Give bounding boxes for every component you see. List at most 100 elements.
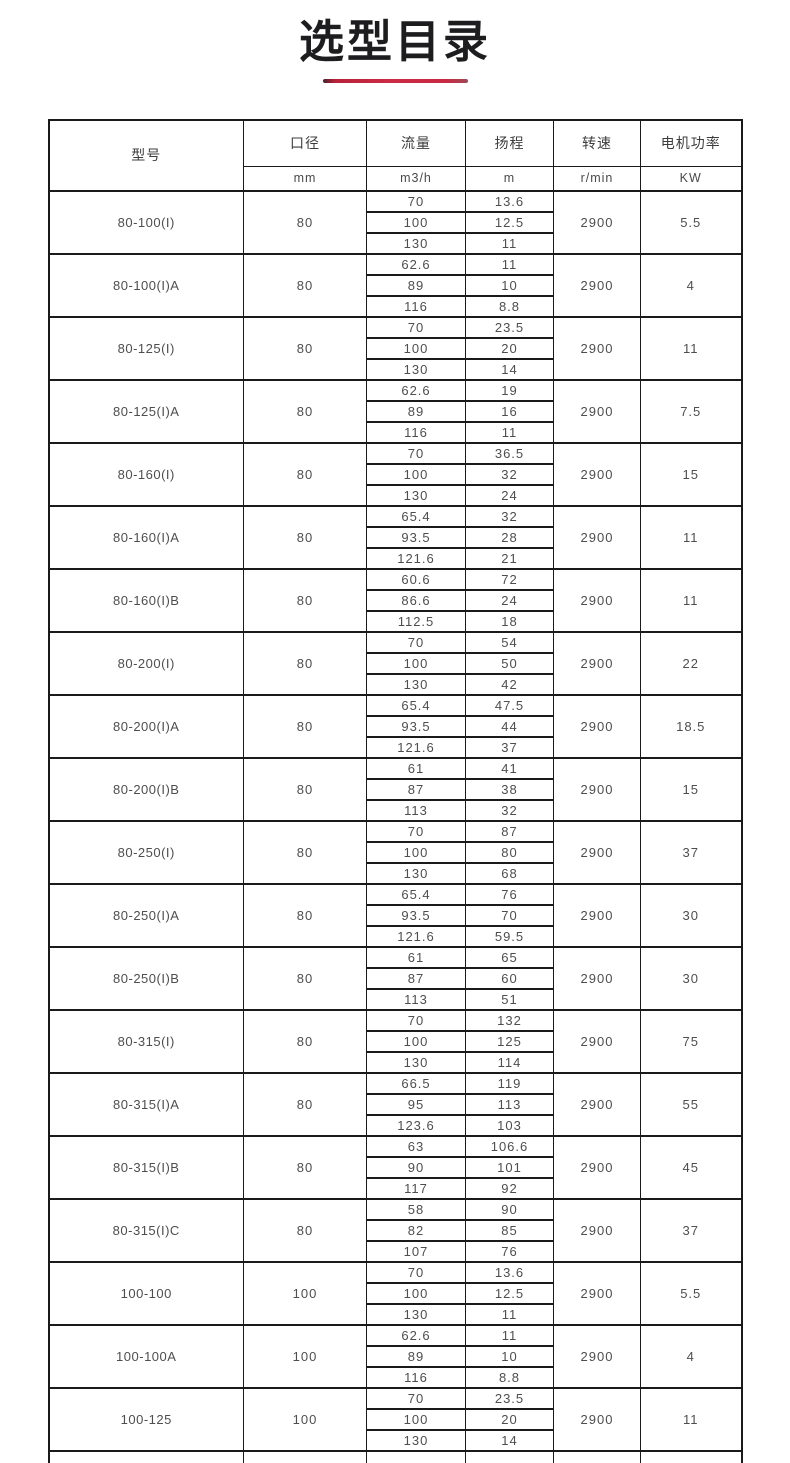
head-cell: 19 <box>465 378 554 402</box>
head-cell: 47.5 <box>465 693 554 717</box>
head-cell: 8.8 <box>465 1366 554 1389</box>
head-cell: 70 <box>465 904 554 927</box>
speed-cell: 2900 <box>553 252 641 318</box>
table-subrow: 130 11 <box>49 232 742 255</box>
flow-cell: 62.6 <box>366 1323 466 1347</box>
flow-cell: 100 <box>366 337 466 360</box>
table-row: 100-100A 100 62.6 11 2900 4 <box>48 1323 742 1389</box>
head-cell: 72 <box>465 567 554 591</box>
table-row: 80-160(I)B 80 60.6 72 2900 11 <box>48 567 742 633</box>
head-cell: 11 <box>465 252 554 276</box>
table-subrow: 130 114 <box>49 1051 742 1074</box>
flow-cell: 70 <box>366 630 466 654</box>
table-row: 80-160(I) 80 70 36.5 2900 15 <box>48 441 742 507</box>
diameter-cell: 80 <box>243 1197 367 1263</box>
table-subrow: 100 50 <box>49 652 742 675</box>
table-row: 80-315(I)B 80 63 106.6 2900 45 <box>48 1134 742 1200</box>
head-cell: 28 <box>465 526 554 549</box>
flow-cell: 70 <box>366 819 466 843</box>
table-row: 80-250(I) 80 70 87 2900 37 <box>48 819 742 885</box>
flow-cell: 123.6 <box>366 1114 466 1137</box>
diameter-cell: 100 <box>243 1260 367 1326</box>
table-row: 80-100(I) 80 70 13.6 2900 5.5 <box>48 189 742 255</box>
diameter-cell: 80 <box>243 441 367 507</box>
head-cell: 32 <box>465 504 554 528</box>
head-cell: 14 <box>465 1429 554 1452</box>
head-cell: 21 <box>465 547 554 570</box>
table-subrow: 89 10 <box>49 274 742 297</box>
header-speed: 转速 <box>553 119 641 168</box>
model-cell: 80-250(I)A <box>48 882 244 948</box>
flow-cell: 100 <box>366 1282 466 1305</box>
diameter-cell: 80 <box>243 819 367 885</box>
head-cell: 42 <box>465 673 554 696</box>
flow-cell: 112.5 <box>366 610 466 633</box>
power-cell: 11 <box>640 1386 742 1452</box>
head-cell: 32 <box>465 463 554 486</box>
table-subrow: 123.6 103 <box>49 1114 742 1137</box>
flow-cell: 70 <box>366 315 466 339</box>
table-row: 80-315(I)A 80 66.5 119 2900 55 <box>48 1071 742 1137</box>
head-cell: 76 <box>465 882 554 906</box>
speed-cell: 2900 <box>553 945 641 1011</box>
unit-speed: r/min <box>553 166 641 192</box>
table-subrow: 82 85 <box>49 1219 742 1242</box>
table-subrow: 100 20 <box>49 337 742 360</box>
head-cell: 13.6 <box>465 1260 554 1284</box>
flow-cell: 65.4 <box>366 504 466 528</box>
title-accent-line <box>322 78 468 83</box>
table-subrow: 89 16 <box>49 400 742 423</box>
head-cell: 119 <box>465 1071 554 1095</box>
flow-cell: 130 <box>366 862 466 885</box>
power-cell: 11 <box>640 567 742 633</box>
table-row: 80-100(I)A 80 62.6 11 2900 4 <box>48 252 742 318</box>
flow-cell: 116 <box>366 421 466 444</box>
flow-cell: 100 <box>366 841 466 864</box>
power-cell: 15 <box>640 441 742 507</box>
diameter-cell: 100 <box>243 1323 367 1389</box>
head-cell: 13.6 <box>465 189 554 213</box>
head-cell: 106.6 <box>465 1134 554 1158</box>
diameter-cell: 80 <box>243 567 367 633</box>
flow-cell: 70 <box>366 1386 466 1410</box>
diameter-cell: 80 <box>243 378 367 444</box>
table-header: 型号 口径 流量 扬程 转速 电机功率 mm m3/h m r/min KW <box>48 119 742 192</box>
header-flow: 流量 <box>366 119 466 168</box>
power-cell: 30 <box>640 882 742 948</box>
flow-cell: 87 <box>366 778 466 801</box>
diameter-cell: 80 <box>243 882 367 948</box>
table-row: 80-315(I)C 80 58 90 2900 37 <box>48 1197 742 1263</box>
head-cell: 23.5 <box>465 315 554 339</box>
flow-cell: 90 <box>366 1156 466 1179</box>
table-subrow: 113 51 <box>49 988 742 1011</box>
flow-cell: 62.6 <box>366 252 466 276</box>
table-subrow: 87 38 <box>49 778 742 801</box>
header-head: 扬程 <box>465 119 554 168</box>
flow-cell: 89 <box>366 400 466 423</box>
flow-cell: 62.6 <box>366 378 466 402</box>
header-model: 型号 <box>48 119 244 192</box>
flow-cell: 130 <box>366 484 466 507</box>
table-subrow: 100 32 <box>49 463 742 486</box>
speed-cell: 2900 <box>553 693 641 759</box>
table-row: 80-315(I) 80 70 132 2900 75 <box>48 1008 742 1074</box>
table-row: 100-125 100 70 23.5 2900 11 <box>48 1386 742 1452</box>
flow-cell: 100 <box>366 1408 466 1431</box>
flow-cell: 100 <box>366 211 466 234</box>
head-cell: 65 <box>465 945 554 969</box>
diameter-cell: 80 <box>243 189 367 255</box>
flow-cell: 58 <box>366 1197 466 1221</box>
head-cell: 11 <box>465 1303 554 1326</box>
model-cell: 80-160(I)B <box>48 567 244 633</box>
flow-cell: 130 <box>366 358 466 381</box>
flow-cell: 117 <box>366 1177 466 1200</box>
head-cell: 92 <box>465 1177 554 1200</box>
model-cell: 80-315(I)A <box>48 1071 244 1137</box>
flow-cell: 61 <box>366 945 466 969</box>
head-cell: 85 <box>465 1219 554 1242</box>
speed-cell: 2900 <box>553 567 641 633</box>
model-cell: 80-315(I) <box>48 1008 244 1074</box>
speed-cell: 2900 <box>553 1323 641 1389</box>
speed-cell: 2900 <box>553 189 641 255</box>
table-subrow: 130 42 <box>49 673 742 696</box>
